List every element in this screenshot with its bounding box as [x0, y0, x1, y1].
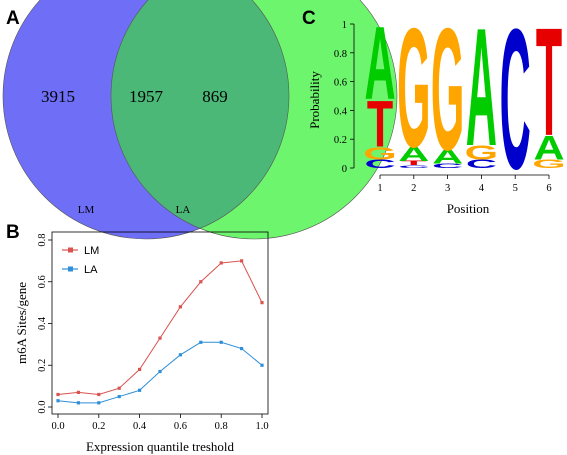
- y-axis-label: m6A Sites/gene: [14, 282, 29, 364]
- logo-letter-c: C: [466, 157, 497, 171]
- logo-letter-a: A: [364, 5, 395, 121]
- data-point-la: [97, 401, 101, 405]
- legend-marker-la: [68, 266, 73, 272]
- data-point-lm: [97, 392, 101, 397]
- x-tick-label: 0.4: [133, 421, 147, 432]
- x-axis-label: Expression quantile treshold: [86, 439, 235, 454]
- data-point-la: [56, 399, 60, 403]
- x-tick-label: 0.0: [51, 421, 64, 432]
- data-point-lm: [219, 261, 223, 265]
- logo-letter-g: G: [431, 0, 464, 186]
- venn-overlap: [111, 0, 289, 229]
- logo-letter-g: G: [532, 157, 565, 171]
- data-point-lm: [158, 336, 162, 340]
- logo-letter-g: G: [465, 142, 498, 164]
- panel-letter-c: C: [302, 8, 316, 29]
- data-point-lm: [76, 390, 80, 394]
- logo-x-tick-label: 2: [411, 183, 416, 194]
- logo-y-tick-label: 0.6: [334, 78, 347, 89]
- legend-label-lm: LM: [84, 245, 99, 257]
- logo-x-tick-label: 3: [445, 183, 450, 194]
- logo-y-tick-label: 0.4: [334, 106, 348, 117]
- logo-letter-t: T: [367, 87, 393, 160]
- logo-x-tick-label: 5: [513, 183, 518, 194]
- venn-count-lm-only: 3915: [41, 87, 75, 106]
- data-point-la: [178, 353, 182, 357]
- venn-count-overlap: 1957: [129, 87, 164, 106]
- data-point-la: [219, 340, 223, 344]
- y-tick-label: 0.4: [37, 316, 48, 330]
- data-point-lm: [260, 301, 264, 305]
- y-tick-label: 0.6: [37, 275, 48, 288]
- sequence-logo: 0 0.2 0.4 0.6 0.8 1 Probability 1 2 3 4 5 6 Position C…: [307, 0, 566, 216]
- data-point-lm: [199, 280, 203, 284]
- logo-letter-a: A: [432, 146, 463, 168]
- logo-x-axis-label: Position: [447, 201, 490, 216]
- panel-letter-a: A: [6, 8, 20, 29]
- data-point-la: [117, 394, 121, 399]
- logo-y-tick-label: 0.2: [334, 135, 347, 146]
- logo-y-tick-label: 0.8: [334, 49, 347, 60]
- y-tick-label: 0.8: [37, 233, 48, 246]
- venn-count-la-only: 869: [202, 87, 228, 106]
- data-point-la: [138, 388, 142, 392]
- data-point-lm: [138, 367, 142, 372]
- venn-label-lm: LM: [78, 204, 95, 216]
- venn-label-la: LA: [176, 204, 191, 216]
- data-point-la: [158, 369, 162, 374]
- data-point-la: [199, 340, 203, 344]
- venn-outline-lm: [2, 0, 290, 240]
- logo-letter-c: C: [364, 157, 395, 171]
- logo-letter-g: G: [363, 143, 396, 163]
- logo-y-axis-label: Probability: [307, 71, 322, 129]
- y-tick-label: 0.0: [37, 400, 48, 413]
- plot-frame: [51, 231, 269, 415]
- panel-letter-b: B: [6, 222, 20, 243]
- data-point-lm: [56, 392, 60, 397]
- series-line-lm: [57, 260, 263, 395]
- logo-letter-g: G: [397, 0, 430, 183]
- x-tick-label: 0.6: [174, 421, 187, 432]
- logo-y-tick-label: 1: [342, 20, 347, 31]
- logo-letter-c: C: [398, 164, 429, 168]
- legend-label-la: LA: [84, 264, 98, 276]
- logo-x-tick-label: 1: [377, 183, 382, 194]
- x-tick-label: 0.2: [92, 421, 105, 432]
- logo-letter-a: A: [466, 0, 497, 181]
- logo-letter-t: T: [536, 0, 562, 168]
- y-tick-label: 0.2: [37, 359, 48, 372]
- logo-x-tick-label: 6: [546, 183, 551, 194]
- x-tick-label: 1.0: [255, 421, 268, 432]
- data-point-lm: [178, 305, 182, 309]
- logo-letter-c: C: [432, 163, 463, 170]
- legend-marker-lm: [68, 247, 73, 253]
- data-point-la: [260, 363, 264, 367]
- logo-letter-a: A: [533, 130, 564, 168]
- data-point-lm: [117, 386, 121, 390]
- data-point-la: [240, 346, 244, 351]
- logo-letter-t: T: [401, 160, 428, 167]
- logo-y-tick-label: 0: [342, 164, 347, 175]
- logo-letter-a: A: [398, 144, 429, 166]
- data-point-lm: [240, 259, 244, 263]
- data-point-la: [76, 401, 80, 405]
- logo-letter-c: C: [500, 0, 531, 211]
- line-chart: 0.0 0.2 0.4 0.6 0.8 1.0 0.0 0.2 0.4 0.6 0.8 Express…: [14, 231, 269, 454]
- venn-diagram: 3915 1957 869 LM LA: [2, 0, 398, 240]
- venn-outline-la: [110, 0, 398, 240]
- logo-x-tick-label: 4: [479, 183, 485, 194]
- x-tick-label: 0.8: [215, 421, 228, 432]
